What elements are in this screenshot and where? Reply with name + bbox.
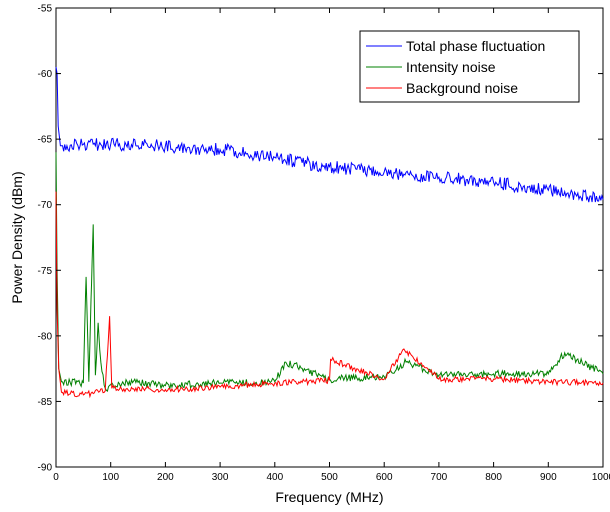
- legend: Total phase fluctuation Intensity noise …: [359, 30, 580, 103]
- y-tick-label: -55: [38, 4, 53, 15]
- x-tick-label: 400: [266, 472, 283, 483]
- x-tick-label: 1000: [592, 472, 610, 483]
- series-line-2: [55, 191, 604, 399]
- x-tick-label: 100: [102, 472, 119, 483]
- y-tick-label: -90: [38, 463, 53, 474]
- x-tick-label: 700: [431, 472, 448, 483]
- y-axis-label: Power Density (dBm): [9, 171, 25, 303]
- y-tick-label: -70: [38, 200, 53, 211]
- y-tick-label: -80: [38, 331, 53, 342]
- legend-label-total-phase: Total phase fluctuation: [406, 38, 545, 54]
- x-tick-label: 800: [485, 472, 502, 483]
- legend-label-background: Background noise: [406, 80, 518, 96]
- series-layer: [55, 66, 604, 399]
- x-tick-label: 900: [540, 472, 557, 483]
- y-tick-label: -75: [38, 266, 53, 277]
- x-tick-label: 300: [212, 472, 229, 483]
- series-line-0: [55, 66, 604, 203]
- x-axis-label: Frequency (MHz): [275, 489, 383, 505]
- legend-label-intensity: Intensity noise: [406, 59, 496, 75]
- y-tick-label: -60: [38, 69, 53, 80]
- tick-layer: 0 100 200 300 400 500 600 700 800 900 1000 -90 -85 -8…: [38, 4, 610, 484]
- x-tick-label: 0: [53, 472, 59, 483]
- x-tick-label: 500: [321, 472, 338, 483]
- y-tick-label: -65: [38, 135, 53, 146]
- y-tick-label: -85: [38, 397, 53, 408]
- x-tick-label: 600: [376, 472, 393, 483]
- x-tick-label: 200: [157, 472, 174, 483]
